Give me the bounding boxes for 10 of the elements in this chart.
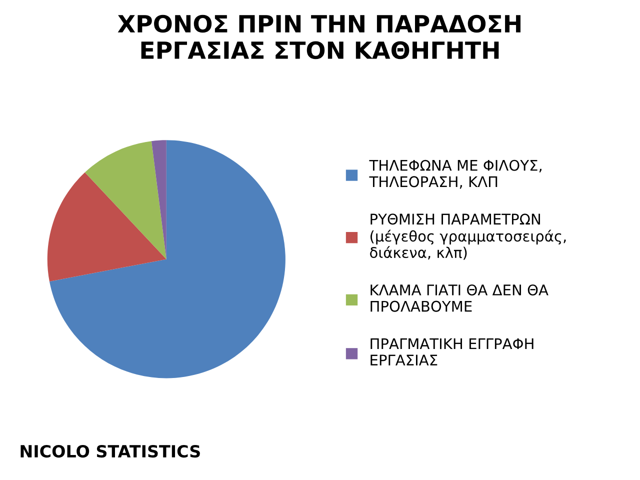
legend-label: ΤΗΛΕΦΩΝΑ ΜΕ ΦΙΛΟΥΣ, ΤΗΛΕΟΡΑΣΗ, ΚΛΠ [369,160,542,189]
legend-label: ΠΡΑΓΜΑΤΙΚΗ ΕΓΓΡΑΦΗ ΕΡΓΑΣΙΑΣ [370,338,534,366]
pie-slice [151,140,166,260]
legend-label: ΚΛΑΜΑ ΓΙΑΤΙ ΘΑ ΔΕΝ ΘΑ ΠΡΟΛΑΒΟΥΜΕ [370,284,548,312]
pie-slice [84,141,166,260]
chart-title: ΧΡΟΝΟΣ ΠΡΙΝ ΤΗΝ ΠΑΡΑΔΟΣΗ ΕΡΓΑΣΙΑΣ ΣΤΟΝ ΚΑΘΗΓΗΤΗ [118,14,520,60]
pie-slice [47,172,166,282]
legend-label: ΡΥΘΜΙΣΗ ΠΑΡΑΜΕΤΡΩΝ (μέγεθος γραμματοσειράς, διάκενα, κλπ) [370,214,566,260]
text: NICOLO STATISTICS [20,444,200,458]
pie-slice [49,140,286,378]
